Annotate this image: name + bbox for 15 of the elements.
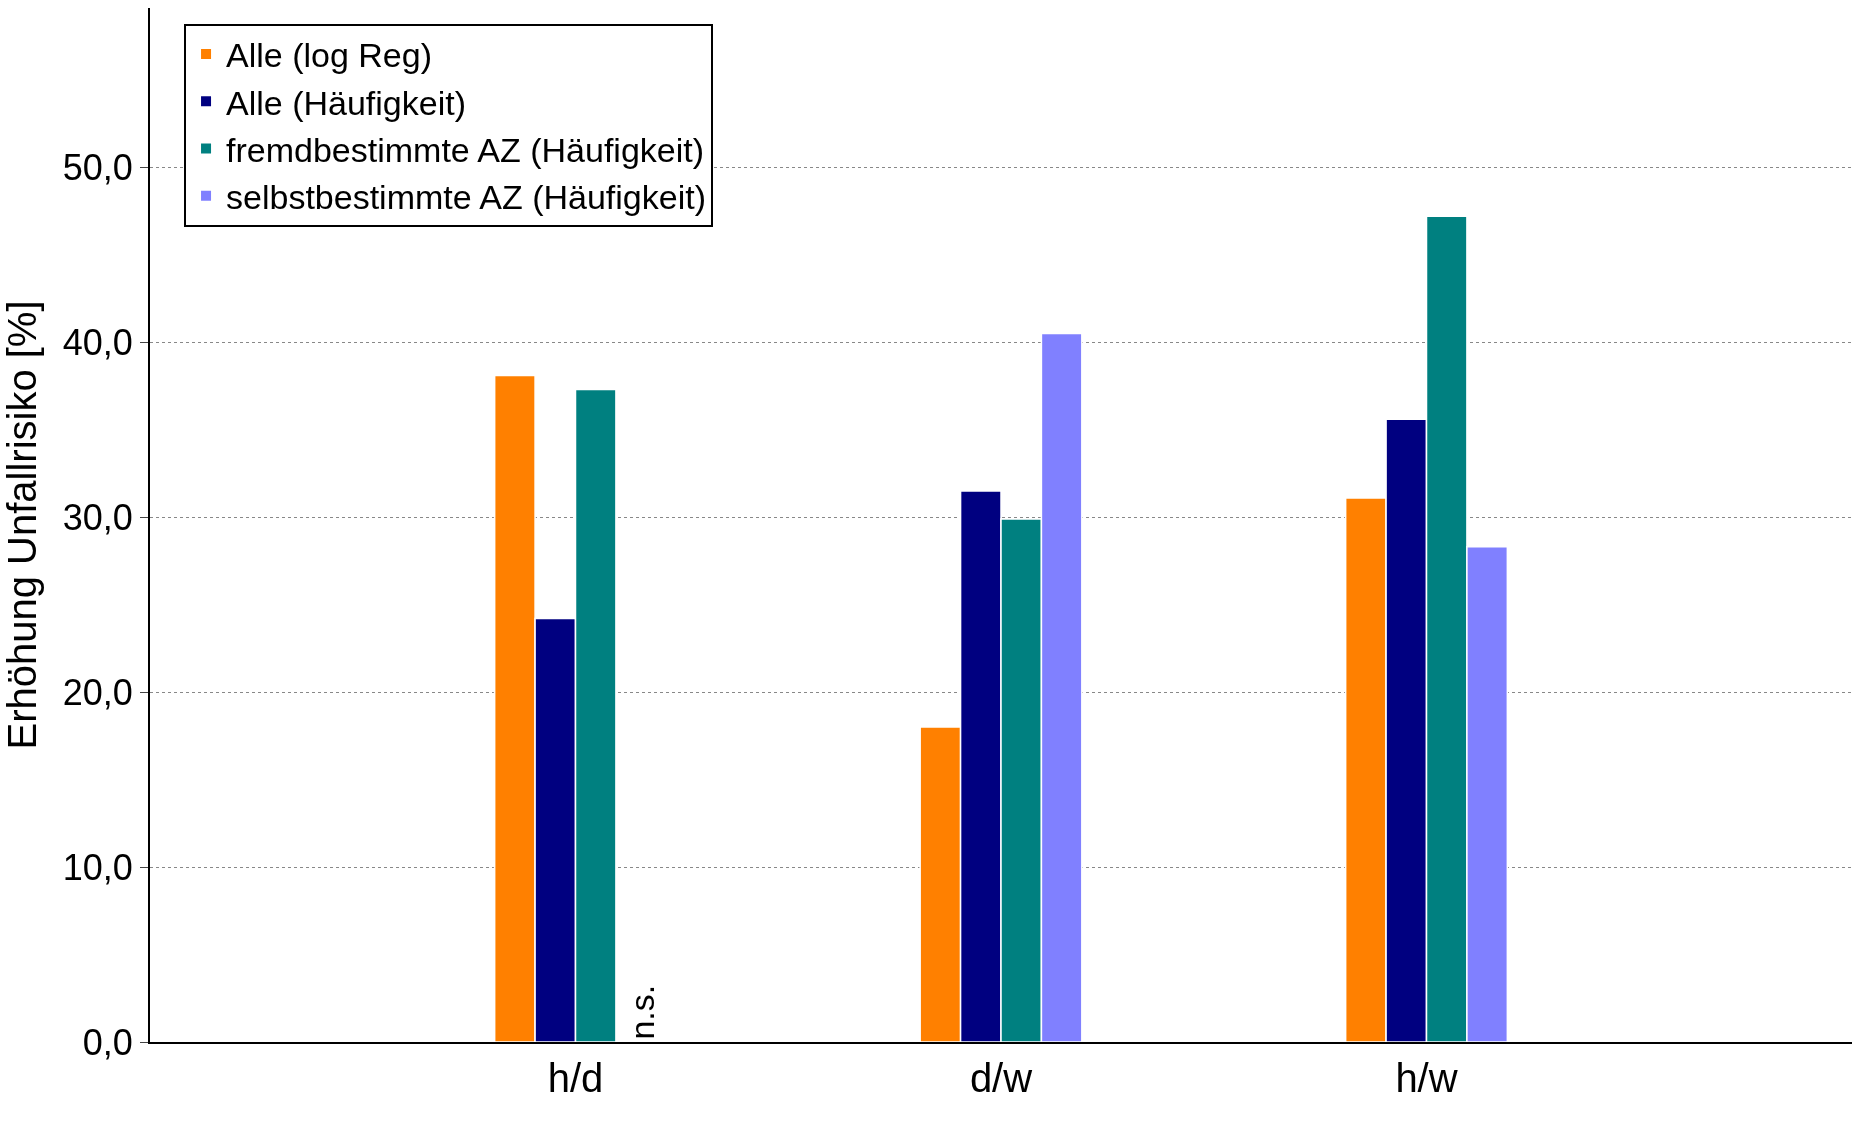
annotation: n.s. — [622, 984, 661, 1040]
x-tick-label: h/w — [1395, 1056, 1458, 1100]
y-tick-label: 0,0 — [82, 1021, 133, 1063]
y-tick-label: 20,0 — [62, 671, 133, 713]
y-axis-title: Erhöhung Unfallrisiko [%] — [0, 300, 44, 750]
x-tick-label: h/d — [547, 1056, 604, 1100]
y-tick-label: 50,0 — [62, 146, 133, 188]
y-tick-label: 30,0 — [62, 496, 133, 538]
legend-label: Alle (log Reg) — [226, 36, 433, 75]
x-tick-label: d/w — [969, 1056, 1033, 1100]
legend-label: fremdbestimmte AZ (Häufigkeit) — [226, 130, 705, 169]
y-tick-label: 40,0 — [62, 321, 133, 363]
y-tick-label: 10,0 — [62, 846, 133, 888]
legend-label: selbstbestimmte AZ (Häufigkeit) — [226, 177, 706, 216]
legend-label: Alle (Häufigkeit) — [226, 83, 467, 122]
